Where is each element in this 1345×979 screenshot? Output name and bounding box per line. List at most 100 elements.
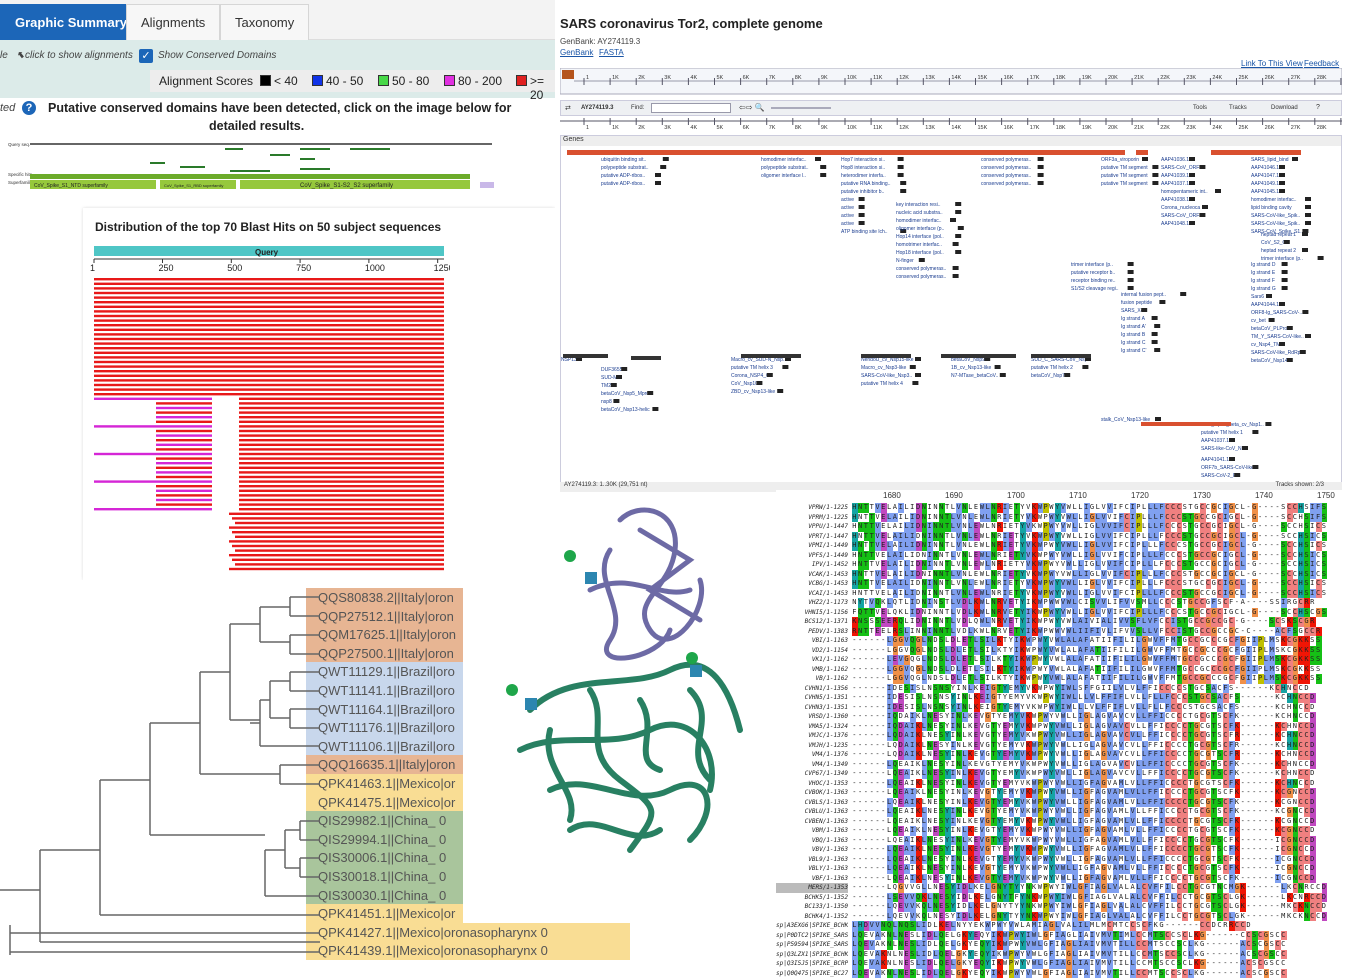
tab-alignments[interactable]: Alignments [126,4,220,40]
ruler-tick-label: 24K [1212,75,1222,81]
tree-leaf-label[interactable]: QWT11129.1||Brazil|oro [306,662,463,681]
tree-leaf-label[interactable]: QIS30018.1||China_ 0 [306,867,463,886]
tab-graphic-summary[interactable]: Graphic Summary [0,4,142,40]
axis-tick-label: 1000 [365,263,385,273]
sequence-name: VMJC/1-1376 [776,731,848,741]
feature-label: putative TM segment [1101,181,1148,187]
tree-leaf-label[interactable]: QWT11176.1||Brazil|oro [306,718,463,737]
tree-leaf-label[interactable]: QPK41475.1||Mexico|or [306,793,463,812]
help-icon[interactable]: ? [1316,104,1320,111]
feature-label: conserved polymeras.. [896,274,946,280]
sequence-name: PEDV/1-1383 [776,627,848,637]
feature-label: Hop7 interaction si.. [841,157,885,163]
tree-leaf-label[interactable]: QIS29994.1||China_ 0 [306,830,463,849]
tools-menu[interactable]: Tools [1193,105,1207,111]
show-conserved-checkbox[interactable]: ✓ [139,49,153,63]
tree-leaf-label[interactable]: QQM17625.1||Italy|oron [306,625,463,644]
feature-label: Ig strand G [1251,286,1276,292]
tree-leaf-label[interactable]: QIS29982.1||China_ 0 [306,811,463,830]
tree-leaf-label[interactable]: QWT11164.1||Brazil|oro [306,700,463,719]
feedback-link[interactable]: Feedback [1304,59,1339,68]
hit-bar [156,490,212,492]
ruler-tick-label: 2K [638,125,645,131]
score-bin-label: 80 - 200 [458,74,502,88]
ruler-tick-label: 5K [717,125,724,131]
sequence-name: CVHN3/1-1351 [776,703,848,713]
feature-label: Macro_cv_Nsp3-like [861,365,907,371]
conserved-domains-graphic[interactable]: Query seq. Specific hits Superfamilies C… [0,138,500,193]
tracks-menu[interactable]: Tracks [1229,105,1247,111]
hit-bar [94,365,444,367]
ruler-tick-label: 17K [1030,125,1040,131]
hit-bar [94,375,444,377]
sequence-name: VCAI/1-1453 [776,589,848,599]
feature-label: cv_Nsp4_TM [1251,342,1280,348]
tree-leaf-label[interactable]: QIS30006.1||China_ 0 [306,848,463,867]
hit-bar [239,425,444,427]
sequence-name: VHNI5/1-1156 [776,608,848,618]
score-bin-label: < 40 [274,74,298,88]
feature-label: conserved polymeras.. [981,181,1031,187]
sequence-icon[interactable]: ⇄ [565,104,571,112]
accession-selector[interactable]: AY274119.3 [581,105,613,111]
query-seq-label: Query seq. [8,142,30,147]
sequence-residues: ------LQEAIKLNESYINLKEVGTYEMYVKWPWYVWLLI… [852,807,1316,817]
tree-leaf-label[interactable]: QPK41427.1||Mexico|oronasopharynx 0 [306,923,630,942]
hit-bar [94,296,444,298]
tree-leaf-label[interactable]: QQP27500.1||Italy|oron [306,644,463,663]
sequence-name: BCS12/1-1371 [776,617,848,627]
sequence-name: VBI/1-1163 [776,636,848,646]
sequence-residues: ------LSEVVQKLNESYIDLKELGNYTFYNKWPWYIWLG… [852,893,1327,903]
sequence-name: sp|Q0Q475|SPIKE_BC279/1-1241 [776,969,848,979]
ruler-tick-label: 20K [1108,125,1118,131]
sequence-residues: ------LQEAIKLNESYINLKEVGTYEMYVKWPWYVWLLI… [852,864,1316,874]
fasta-link[interactable]: FASTA [599,48,624,57]
link-to-view[interactable]: Link To This View [1241,59,1303,68]
hit-bar [94,342,444,344]
hit-bar [94,301,444,303]
tree-leaf-label[interactable]: QQQ16635.1||Italy|oron [306,755,463,774]
tab-taxonomy[interactable]: Taxonomy [220,4,309,40]
sequence-name: VD2/1-1154 [776,646,848,656]
ruler-tick-label: 1K [612,125,619,131]
tree-leaf-label[interactable]: QIS30030.1||China_ 0 [306,886,463,905]
sequence-name: BC133/1-1350 [776,902,848,912]
sequence-residues: ------LQEAIKLNESYINLKEVGTYEMYVKWPWYVWLLI… [852,836,1316,846]
feature-label: active [841,197,854,203]
nav-arrows-icon[interactable]: ⇦⇨ 🔍 [739,103,765,112]
blast-hits-graphic[interactable]: Query 125050075010001250 [90,246,450,580]
feature-label: cv_bet [1251,318,1266,324]
tree-leaf-label[interactable]: QPK41439.1||Mexico|oronasopharynx 0 [306,941,630,960]
genbank-link[interactable]: GenBank [560,48,593,57]
feature-label: AAP41046.1 [1251,165,1279,171]
overview-ruler[interactable]: 1 1K 2K 3K 4K 5K 6K 7K 8K 9K 10K 11K 12K 13K 14K 15K 16K… [560,68,1342,96]
feature-label: ATP binding site lch.. [841,229,888,235]
feature-label: TM_Y_SARS-CoV-like.. [1251,334,1304,340]
genes-track-graphic[interactable]: ubiquitin binding sit.. polypeptide subst… [561,146,1341,486]
tree-leaf-label[interactable]: QWT11141.1||Brazil|oro [306,681,463,700]
hit-bar [239,402,444,404]
tree-leaf-label[interactable]: QWT11106.1||Brazil|oro [306,737,463,756]
zoom-slider[interactable] [771,107,831,109]
feature-label: putative RNA binding.. [841,181,890,187]
query-bar-label: Query [255,248,279,257]
download-menu[interactable]: Download [1271,105,1298,111]
tree-leaf-label[interactable]: QPK41451.1||Mexico|or [306,904,463,923]
ruler-tick-label: 1 [586,75,589,81]
help-icon[interactable]: ? [22,101,36,115]
ruler-tick-label: 1 [586,125,589,131]
hit-bar [94,315,444,317]
feature-label: SARS-CoV-2_E [1201,473,1237,479]
tree-leaf-label[interactable]: QPK41463.1||Mexico|or [306,774,463,793]
find-input[interactable] [651,103,731,113]
hit-bar [156,503,212,505]
tree-leaf-label[interactable]: QQS80838.2||Italy|oron [306,588,463,607]
hover-hint-text: le [0,50,8,61]
ruler-tick-label: 27K [1291,75,1301,81]
feature-label: Ig strand A [1121,316,1146,322]
genes-track[interactable]: Genes ubiquitin binding sit.. polypeptide… [560,135,1342,485]
tree-leaf-label[interactable]: QQP27512.1||Italy|oron [306,607,463,626]
feature-label: AAP41047.1 [1251,173,1279,179]
feature-label: 1B_cv_Nsp13-like [951,365,992,371]
hit-bar [94,324,444,326]
